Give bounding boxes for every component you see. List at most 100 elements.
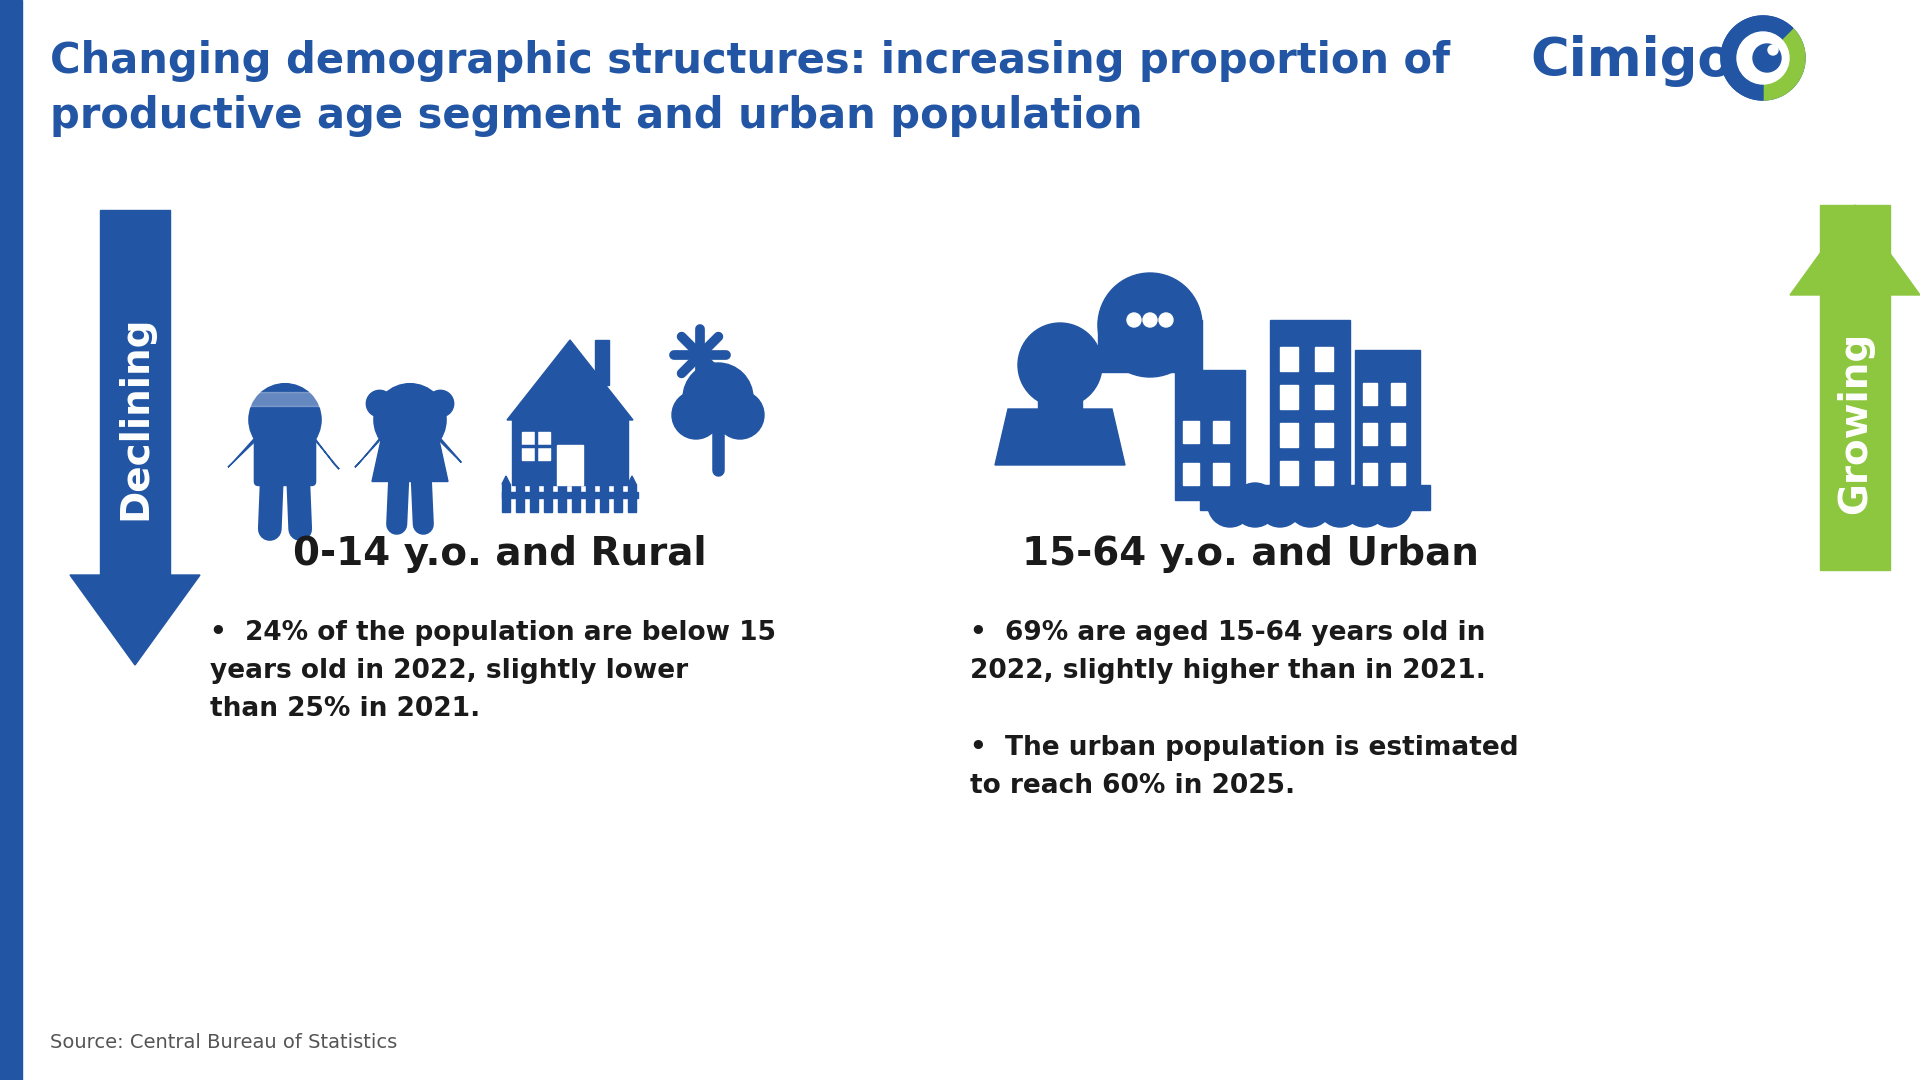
Polygon shape bbox=[69, 575, 200, 665]
Text: 15-64 y.o. and Urban: 15-64 y.o. and Urban bbox=[1021, 535, 1478, 573]
Circle shape bbox=[1233, 483, 1277, 527]
Circle shape bbox=[716, 391, 764, 438]
Bar bbox=[501, 492, 637, 498]
Polygon shape bbox=[355, 434, 384, 468]
Bar bbox=[1175, 370, 1244, 500]
Circle shape bbox=[684, 363, 753, 433]
Bar bbox=[1281, 461, 1298, 485]
Bar bbox=[1183, 463, 1198, 485]
Text: •  The urban population is estimated
to reach 60% in 2025.: • The urban population is estimated to r… bbox=[970, 735, 1519, 799]
Circle shape bbox=[1160, 313, 1173, 327]
Polygon shape bbox=[501, 476, 511, 484]
Bar bbox=[516, 484, 524, 512]
Bar bbox=[1269, 320, 1350, 500]
Text: •  69% are aged 15-64 years old in
2022, slightly higher than in 2021.: • 69% are aged 15-64 years old in 2022, … bbox=[970, 620, 1486, 684]
Bar bbox=[1390, 463, 1405, 485]
Circle shape bbox=[1208, 483, 1252, 527]
Circle shape bbox=[367, 390, 394, 417]
Polygon shape bbox=[1789, 205, 1920, 295]
Circle shape bbox=[426, 390, 453, 417]
Circle shape bbox=[374, 383, 445, 456]
Bar bbox=[1213, 463, 1229, 485]
Circle shape bbox=[1098, 273, 1202, 377]
Wedge shape bbox=[1763, 28, 1805, 100]
Bar bbox=[1315, 384, 1332, 409]
Circle shape bbox=[672, 391, 720, 438]
Text: Declining: Declining bbox=[115, 315, 154, 519]
Bar bbox=[1098, 320, 1202, 372]
Polygon shape bbox=[228, 434, 259, 468]
Bar bbox=[599, 484, 609, 512]
Polygon shape bbox=[516, 476, 524, 484]
Circle shape bbox=[1317, 483, 1361, 527]
Bar bbox=[595, 340, 609, 384]
Circle shape bbox=[1018, 323, 1102, 407]
Bar bbox=[1281, 423, 1298, 447]
Polygon shape bbox=[586, 476, 593, 484]
Bar bbox=[559, 484, 566, 512]
Text: Source: Central Bureau of Statistics: Source: Central Bureau of Statistics bbox=[50, 1032, 397, 1052]
Wedge shape bbox=[1720, 16, 1793, 100]
Bar bbox=[628, 484, 636, 512]
Bar bbox=[1363, 463, 1377, 485]
Polygon shape bbox=[995, 409, 1125, 465]
Bar bbox=[572, 484, 580, 512]
Circle shape bbox=[691, 346, 708, 364]
Bar bbox=[1390, 383, 1405, 405]
Text: 0-14 y.o. and Rural: 0-14 y.o. and Rural bbox=[294, 535, 707, 573]
Circle shape bbox=[1768, 45, 1778, 55]
Polygon shape bbox=[311, 434, 340, 469]
Circle shape bbox=[1342, 483, 1386, 527]
Polygon shape bbox=[507, 340, 634, 420]
Bar bbox=[557, 445, 584, 485]
Bar bbox=[0, 0, 21, 1080]
Bar bbox=[1183, 421, 1198, 443]
Bar bbox=[1363, 383, 1377, 405]
Bar bbox=[1281, 384, 1298, 409]
Text: Cimigo: Cimigo bbox=[1530, 35, 1734, 87]
Bar bbox=[1213, 421, 1229, 443]
Bar bbox=[250, 392, 321, 405]
Circle shape bbox=[1753, 44, 1782, 72]
FancyBboxPatch shape bbox=[253, 420, 315, 486]
Bar bbox=[614, 484, 622, 512]
Bar bbox=[586, 484, 593, 512]
Text: •  24% of the population are below 15
years old in 2022, slightly lower
than 25%: • 24% of the population are below 15 yea… bbox=[209, 620, 776, 723]
Bar bbox=[1390, 423, 1405, 445]
Bar bbox=[1315, 423, 1332, 447]
Polygon shape bbox=[1100, 335, 1125, 365]
Polygon shape bbox=[372, 429, 447, 482]
Bar bbox=[543, 484, 553, 512]
Polygon shape bbox=[559, 476, 566, 484]
Bar bbox=[1820, 205, 1889, 570]
Bar bbox=[530, 484, 538, 512]
FancyBboxPatch shape bbox=[382, 424, 438, 461]
Bar bbox=[1315, 347, 1332, 372]
Polygon shape bbox=[530, 476, 538, 484]
Bar bbox=[1200, 485, 1430, 510]
Circle shape bbox=[1720, 16, 1805, 100]
Circle shape bbox=[1258, 483, 1302, 527]
Text: productive age segment and urban population: productive age segment and urban populat… bbox=[50, 95, 1142, 137]
Circle shape bbox=[1738, 32, 1789, 84]
Polygon shape bbox=[436, 434, 461, 462]
Bar bbox=[513, 420, 628, 485]
Polygon shape bbox=[628, 476, 636, 484]
Bar bbox=[522, 432, 549, 460]
Circle shape bbox=[1288, 483, 1332, 527]
Polygon shape bbox=[543, 476, 553, 484]
Polygon shape bbox=[614, 476, 622, 484]
Circle shape bbox=[1127, 313, 1140, 327]
Bar bbox=[100, 210, 171, 575]
Text: Growing: Growing bbox=[1836, 332, 1874, 514]
Bar bbox=[1281, 347, 1298, 372]
Circle shape bbox=[1142, 313, 1158, 327]
Bar bbox=[1356, 350, 1421, 500]
Bar bbox=[1315, 461, 1332, 485]
Text: Changing demographic structures: increasing proportion of: Changing demographic structures: increas… bbox=[50, 40, 1450, 82]
Polygon shape bbox=[599, 476, 609, 484]
Bar bbox=[501, 484, 511, 512]
Bar bbox=[1039, 391, 1083, 409]
Polygon shape bbox=[572, 476, 580, 484]
Circle shape bbox=[250, 383, 321, 456]
